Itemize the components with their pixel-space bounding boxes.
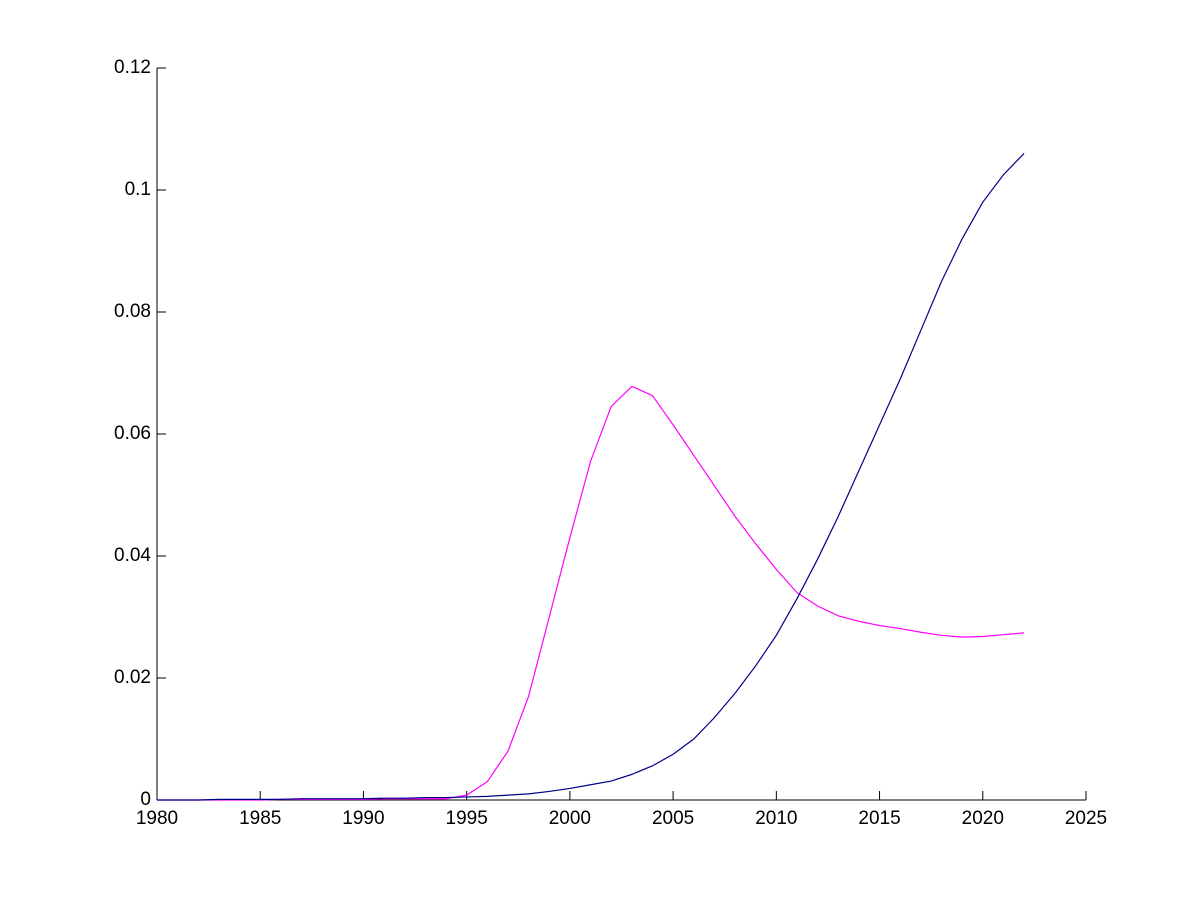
x-tick-label: 2005 <box>652 808 694 829</box>
y-tick-label: 0.06 <box>114 423 151 444</box>
series-line <box>157 385 1025 801</box>
x-tick-label: 2010 <box>755 808 797 829</box>
x-tick-label: 2015 <box>858 808 900 829</box>
x-tick-label: 1995 <box>446 808 488 829</box>
x-tick-label: 2000 <box>549 808 591 829</box>
x-tick-label: 2020 <box>962 808 1004 829</box>
y-tick-label: 0.12 <box>114 57 151 78</box>
x-tick-label: 1980 <box>136 808 178 829</box>
y-tick-label: 0.1 <box>125 179 151 200</box>
x-tick-label: 1985 <box>239 808 281 829</box>
series-line <box>157 152 1025 801</box>
x-tick-label: 1990 <box>342 808 384 829</box>
y-tick-label: 0 <box>140 789 151 810</box>
y-tick-label: 0.08 <box>114 301 151 322</box>
y-tick-label: 0.02 <box>114 667 151 688</box>
y-tick-label: 0.04 <box>114 545 151 566</box>
x-tick-label: 2025 <box>1065 808 1107 829</box>
